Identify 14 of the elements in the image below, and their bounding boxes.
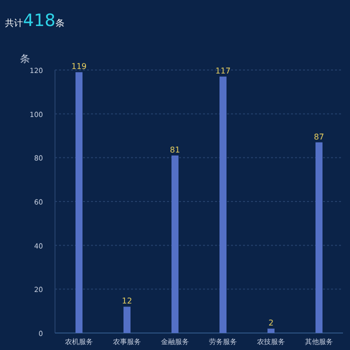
bar: [220, 76, 226, 333]
data-label: 117: [215, 66, 231, 76]
bar: [268, 328, 274, 333]
bar: [172, 155, 178, 333]
data-label: 81: [170, 145, 180, 154]
data-label: 119: [71, 62, 87, 72]
data-label: 87: [314, 132, 324, 142]
data-label: 2: [268, 318, 274, 328]
bar: [76, 72, 82, 333]
bar: [124, 306, 130, 333]
data-label: 12: [122, 296, 132, 306]
y-axis-title: 条: [20, 53, 30, 65]
bar: [316, 142, 322, 333]
chart-title: 共计418条: [5, 11, 64, 31]
